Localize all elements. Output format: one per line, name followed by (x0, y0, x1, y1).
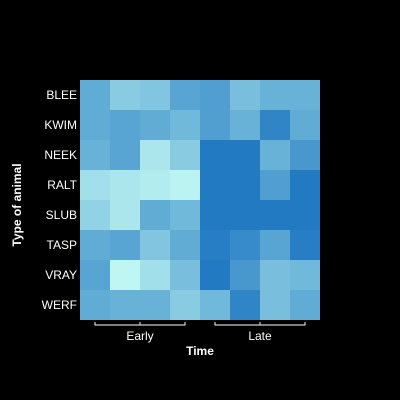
heatmap-cell-ralt-8 (290, 170, 320, 200)
column-group-label-early: Early (126, 329, 153, 343)
heatmap-cell-vray-3 (140, 260, 170, 290)
heatmap-cell-neek-4 (170, 140, 200, 170)
heatmap-cell-slub-7 (260, 200, 290, 230)
row-label-ralt: RALT (47, 178, 77, 192)
heatmap-cell-blee-3 (140, 80, 170, 110)
heatmap-cell-blee-7 (260, 80, 290, 110)
heatmap-cell-blee-1 (80, 80, 110, 110)
heatmap-cell-neek-3 (140, 140, 170, 170)
heatmap-cell-kwim-7 (260, 110, 290, 140)
heatmap-cell-neek-5 (200, 140, 230, 170)
heatmap-cell-werf-7 (260, 290, 290, 320)
heatmap-cell-werf-6 (230, 290, 260, 320)
heatmap-cell-kwim-1 (80, 110, 110, 140)
heatmap-cell-kwim-8 (290, 110, 320, 140)
heatmap-cell-vray-5 (200, 260, 230, 290)
heatmap-cell-ralt-3 (140, 170, 170, 200)
heatmap-cell-tasp-5 (200, 230, 230, 260)
heatmap-cell-tasp-1 (80, 230, 110, 260)
heatmap-cell-slub-1 (80, 200, 110, 230)
heatmap-cell-werf-5 (200, 290, 230, 320)
heatmap-cell-kwim-2 (110, 110, 140, 140)
heatmap-cell-kwim-6 (230, 110, 260, 140)
row-label-werf: WERF (42, 298, 77, 312)
heatmap-cell-werf-2 (110, 290, 140, 320)
heatmap-cell-vray-1 (80, 260, 110, 290)
heatmap-cell-ralt-6 (230, 170, 260, 200)
heatmap-cell-slub-2 (110, 200, 140, 230)
heatmap-cell-tasp-7 (260, 230, 290, 260)
heatmap-cell-slub-4 (170, 200, 200, 230)
heatmap-cell-neek-2 (110, 140, 140, 170)
row-label-blee: BLEE (46, 88, 77, 102)
heatmap-cell-blee-8 (290, 80, 320, 110)
heatmap-cells (80, 80, 320, 320)
heatmap-cell-kwim-3 (140, 110, 170, 140)
heatmap-cell-tasp-3 (140, 230, 170, 260)
heatmap-cell-slub-5 (200, 200, 230, 230)
heatmap-cell-werf-3 (140, 290, 170, 320)
x-axis-title: Time (186, 344, 214, 358)
heatmap-cell-vray-7 (260, 260, 290, 290)
heatmap-cell-slub-3 (140, 200, 170, 230)
heatmap-cell-tasp-6 (230, 230, 260, 260)
column-group-bracket-0 (94, 322, 186, 326)
row-label-vray: VRAY (45, 268, 77, 282)
heatmap-cell-blee-4 (170, 80, 200, 110)
column-group-label-late: Late (248, 329, 272, 343)
heatmap-cell-vray-8 (290, 260, 320, 290)
heatmap-cell-werf-1 (80, 290, 110, 320)
heatmap-cell-ralt-5 (200, 170, 230, 200)
row-label-kwim: KWIM (44, 118, 77, 132)
y-axis-title: Type of animal (10, 163, 24, 246)
heatmap-cell-werf-8 (290, 290, 320, 320)
heatmap-cell-blee-5 (200, 80, 230, 110)
heatmap-cell-ralt-4 (170, 170, 200, 200)
heatmap-cell-werf-4 (170, 290, 200, 320)
heatmap-cell-tasp-8 (290, 230, 320, 260)
heatmap-cell-vray-4 (170, 260, 200, 290)
heatmap-cell-blee-6 (230, 80, 260, 110)
row-label-tasp: TASP (47, 238, 77, 252)
heatmap-cell-kwim-4 (170, 110, 200, 140)
heatmap-cell-kwim-5 (200, 110, 230, 140)
column-group-brackets: Early Late (94, 322, 306, 343)
heatmap-cell-neek-1 (80, 140, 110, 170)
heatmap-cell-slub-6 (230, 200, 260, 230)
heatmap-cell-ralt-2 (110, 170, 140, 200)
heatmap-cell-vray-2 (110, 260, 140, 290)
column-group-bracket-1 (214, 322, 306, 326)
heatmap-cell-ralt-7 (260, 170, 290, 200)
heatmap-cell-ralt-1 (80, 170, 110, 200)
row-labels: BLEE KWIM NEEK RALT SLUB TASP VRAY WERF (42, 88, 78, 312)
heatmap-cell-vray-6 (230, 260, 260, 290)
row-label-slub: SLUB (46, 208, 77, 222)
row-label-neek: NEEK (44, 148, 77, 162)
heatmap-cell-neek-6 (230, 140, 260, 170)
heatmap-cell-blee-2 (110, 80, 140, 110)
heatmap-cell-slub-8 (290, 200, 320, 230)
heatmap-cell-neek-8 (290, 140, 320, 170)
heatmap-cell-neek-7 (260, 140, 290, 170)
heatmap-cell-tasp-2 (110, 230, 140, 260)
heatmap-cell-tasp-4 (170, 230, 200, 260)
